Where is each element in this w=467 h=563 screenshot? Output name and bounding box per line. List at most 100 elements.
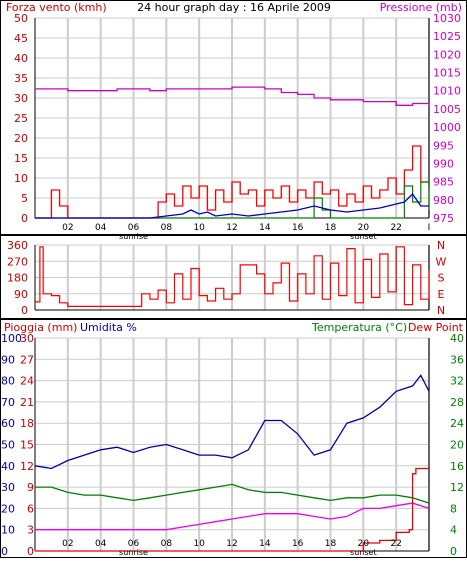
wind-tick-label: 50 (14, 12, 28, 25)
sunrise-label: sunrise (119, 232, 148, 241)
wind-tick-label: 45 (14, 32, 28, 45)
pressure-tick-label: 1030 (433, 12, 461, 25)
x-tick-label: 08 (161, 223, 173, 233)
pressure-tick-label: 985 (433, 176, 454, 189)
x-tick-label: 02 (62, 223, 73, 233)
direction-tick-label: 360 (7, 239, 28, 252)
pioggia-tick-label: 6 (27, 502, 34, 515)
wind-speed-series (35, 192, 429, 219)
pioggia-tick-label: 24 (20, 375, 34, 388)
x-tick-label: 20 (358, 223, 370, 233)
compass-label: E (438, 288, 445, 301)
humidity-tick-label: 40 (1, 460, 15, 473)
pioggia-tick-label: 27 (20, 353, 34, 366)
dew-point-series (35, 502, 430, 531)
x-tick-label: 10 (193, 539, 205, 549)
pioggia-tick-label: 12 (20, 460, 34, 473)
direction-series (35, 246, 430, 307)
wind-axis-label: Forza vento (kmh) (6, 1, 107, 14)
x-tick-label: 10 (193, 223, 205, 233)
wind-tick-label: 15 (14, 152, 28, 165)
pressure-tick-label: 1025 (433, 30, 461, 43)
x-tick-label: 22 (390, 539, 401, 549)
x-tick-label: 04 (95, 223, 107, 233)
humidity-axis-label: Umidita % (80, 321, 137, 334)
pressure-tick-label: 1010 (433, 85, 461, 98)
temperatura-series (35, 483, 430, 504)
chart-title: 24 hour graph day : 16 Aprile 2009 (137, 1, 331, 14)
pioggia-series (35, 467, 429, 552)
direction-tick-label: 270 (7, 255, 28, 268)
wind-gust-series (35, 145, 430, 219)
pioggia-tick-label: 30 (20, 332, 34, 345)
humidity-tick-label: 10 (1, 524, 15, 537)
x-tick-label: 14 (259, 539, 271, 549)
temperature-tick-label: 4 (450, 524, 457, 537)
x-tick-label: 06 (128, 223, 140, 233)
pioggia-tick-label: 0 (27, 545, 34, 558)
x-tick-label: 02 (62, 539, 73, 549)
pressure-tick-label: 995 (433, 139, 454, 152)
pioggia-tick-label: 18 (20, 417, 34, 430)
pioggia-tick-label: 21 (20, 396, 34, 409)
pressure-tick-label: 1000 (433, 121, 461, 134)
x-tick-label: 20 (358, 539, 370, 549)
direction-tick-label: 0 (21, 304, 28, 317)
pioggia-tick-label: 15 (20, 439, 34, 452)
wind-tick-label: 0 (21, 212, 28, 225)
pioggia-axis-label: Pioggia (mm) (4, 321, 77, 334)
wind-tick-label: 40 (14, 52, 28, 65)
x-tick-label: 16 (292, 539, 304, 549)
x-tick-label: 14 (259, 223, 271, 233)
temperatura-axis-label: Temperatura (°C) (311, 321, 407, 334)
wind-tick-label: 10 (14, 172, 28, 185)
pioggia-tick-label: 9 (27, 481, 34, 494)
temperature-tick-label: 20 (450, 439, 464, 452)
temperature-tick-label: 40 (450, 332, 464, 345)
pressure-tick-label: 1020 (433, 48, 461, 61)
humidity-tick-label: 100 (1, 332, 22, 345)
wind-tick-label: 30 (14, 92, 28, 105)
x-tick-label: 22 (390, 223, 401, 233)
x-tick-label: I (428, 223, 431, 233)
temperature-tick-label: 36 (450, 353, 464, 366)
x-tick-label: 12 (226, 539, 237, 549)
temperature-tick-label: 16 (450, 460, 464, 473)
pressure-tick-label: 1005 (433, 103, 461, 116)
humidity-tick-label: 50 (1, 439, 15, 452)
compass-label: N (437, 239, 445, 252)
sunset-label: sunset (350, 232, 377, 241)
sunrise-label: sunrise (119, 548, 148, 557)
sunset-label: sunset (350, 548, 377, 557)
wind-green-series (35, 181, 430, 219)
compass-label: N (437, 304, 445, 317)
direction-tick-label: 90 (14, 288, 28, 301)
temperature-tick-label: 32 (450, 375, 464, 388)
pressure-axis-label: Pressione (mb) (380, 1, 462, 14)
pressure-series (35, 86, 430, 106)
rain-temp-panel: Pioggia (mm) Umidita % Temperatura (°C) … (1, 321, 464, 558)
wind-panel: 24 hour graph day : 16 Aprile 2009 Forza… (6, 1, 462, 241)
humidity-tick-label: 20 (1, 502, 15, 515)
humidity-tick-label: 0 (1, 545, 8, 558)
temperature-tick-label: 12 (450, 481, 464, 494)
wind-tick-label: 5 (21, 192, 28, 205)
x-tick-label: 04 (95, 539, 107, 549)
x-tick-label: 12 (226, 223, 237, 233)
x-tick-label: 18 (325, 223, 337, 233)
temperature-tick-label: 28 (450, 396, 464, 409)
x-tick-label: 08 (161, 539, 173, 549)
pressure-tick-label: 1015 (433, 67, 461, 80)
temperature-tick-label: 0 (450, 545, 457, 558)
pressure-tick-label: 990 (433, 157, 454, 170)
compass-label: S (438, 272, 445, 285)
humidity-tick-label: 30 (1, 481, 15, 494)
pressure-tick-label: 980 (433, 194, 454, 207)
x-tick-label: 16 (292, 223, 304, 233)
wind-tick-label: 20 (14, 132, 28, 145)
humidity-tick-label: 70 (1, 396, 15, 409)
pioggia-tick-label: 3 (27, 524, 34, 537)
